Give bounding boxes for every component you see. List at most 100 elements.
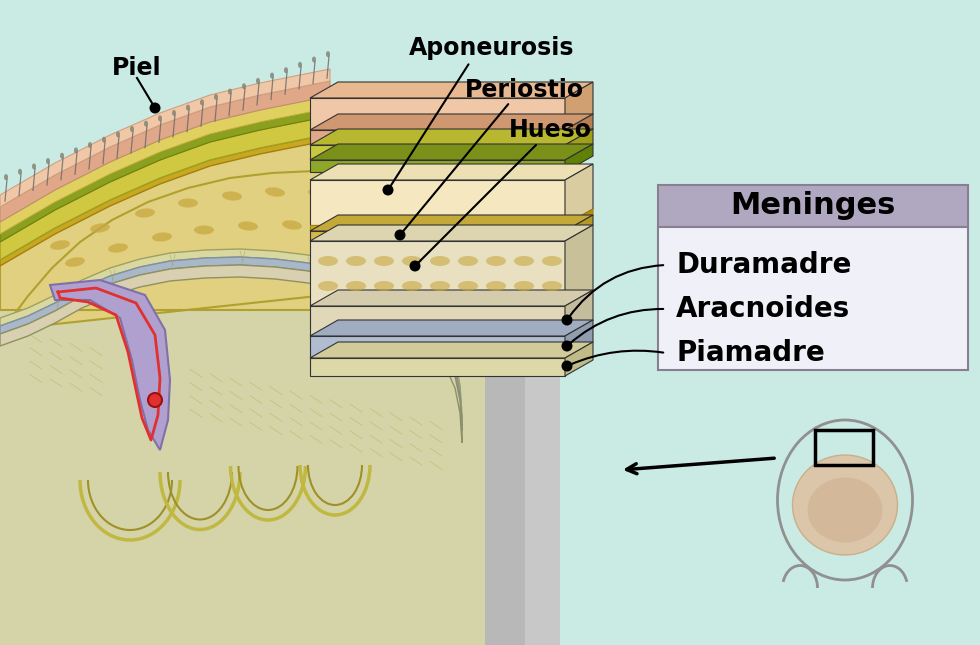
Polygon shape — [0, 69, 330, 207]
Ellipse shape — [214, 94, 218, 100]
Ellipse shape — [298, 62, 302, 68]
Polygon shape — [565, 342, 593, 376]
Ellipse shape — [284, 67, 288, 73]
Polygon shape — [0, 120, 560, 645]
Ellipse shape — [386, 201, 406, 210]
Polygon shape — [310, 160, 565, 172]
Ellipse shape — [18, 169, 22, 175]
Ellipse shape — [323, 223, 343, 232]
Polygon shape — [0, 108, 330, 242]
Ellipse shape — [265, 187, 285, 197]
Polygon shape — [310, 225, 565, 231]
Polygon shape — [565, 215, 593, 241]
Ellipse shape — [398, 241, 418, 250]
Ellipse shape — [74, 147, 78, 154]
Ellipse shape — [130, 126, 134, 132]
Ellipse shape — [430, 255, 450, 264]
Ellipse shape — [200, 99, 204, 105]
Ellipse shape — [348, 192, 368, 202]
Ellipse shape — [60, 153, 64, 159]
Polygon shape — [0, 81, 330, 222]
Ellipse shape — [420, 215, 440, 224]
Polygon shape — [50, 280, 170, 450]
Ellipse shape — [430, 281, 450, 291]
Ellipse shape — [194, 226, 214, 235]
Ellipse shape — [362, 228, 382, 237]
Bar — [658, 185, 968, 227]
Ellipse shape — [135, 208, 155, 217]
Polygon shape — [310, 231, 565, 241]
Ellipse shape — [186, 104, 190, 110]
Circle shape — [562, 315, 572, 326]
Ellipse shape — [228, 88, 232, 95]
Polygon shape — [565, 209, 593, 231]
Ellipse shape — [374, 281, 394, 291]
Circle shape — [148, 393, 162, 407]
Text: Duramadre: Duramadre — [676, 251, 852, 279]
Ellipse shape — [542, 281, 562, 291]
Ellipse shape — [242, 83, 246, 89]
Text: Piamadre: Piamadre — [676, 339, 825, 367]
Polygon shape — [310, 130, 565, 145]
Ellipse shape — [346, 256, 366, 266]
Ellipse shape — [542, 256, 562, 266]
Polygon shape — [310, 98, 565, 130]
Polygon shape — [310, 358, 565, 376]
Polygon shape — [310, 225, 593, 241]
Ellipse shape — [238, 221, 258, 230]
Polygon shape — [310, 290, 593, 306]
Ellipse shape — [318, 281, 338, 291]
Ellipse shape — [144, 121, 148, 126]
Polygon shape — [310, 164, 593, 180]
Ellipse shape — [50, 240, 70, 250]
Polygon shape — [565, 290, 593, 336]
Polygon shape — [310, 241, 565, 306]
Polygon shape — [0, 153, 485, 645]
Polygon shape — [310, 129, 593, 145]
Polygon shape — [565, 82, 593, 130]
Ellipse shape — [90, 223, 110, 233]
Text: Aracnoides: Aracnoides — [676, 295, 851, 323]
Ellipse shape — [458, 281, 478, 291]
Ellipse shape — [108, 243, 128, 253]
Ellipse shape — [270, 72, 274, 79]
Bar — [815, 430, 873, 465]
Polygon shape — [0, 265, 462, 443]
Polygon shape — [0, 249, 462, 423]
Ellipse shape — [486, 281, 506, 291]
Polygon shape — [0, 130, 330, 260]
Text: Hueso: Hueso — [509, 118, 592, 142]
Ellipse shape — [172, 110, 176, 116]
Circle shape — [150, 103, 161, 114]
Circle shape — [562, 341, 572, 352]
Polygon shape — [310, 336, 565, 358]
Ellipse shape — [46, 158, 50, 164]
Polygon shape — [310, 306, 565, 336]
Ellipse shape — [102, 137, 106, 143]
Polygon shape — [310, 320, 593, 336]
Polygon shape — [310, 114, 593, 130]
Circle shape — [395, 230, 406, 241]
Polygon shape — [0, 134, 330, 266]
Polygon shape — [0, 257, 462, 431]
Ellipse shape — [326, 51, 330, 57]
Ellipse shape — [458, 256, 478, 266]
Polygon shape — [310, 82, 593, 98]
Polygon shape — [565, 164, 593, 225]
Ellipse shape — [486, 256, 506, 266]
Ellipse shape — [256, 78, 260, 84]
Ellipse shape — [152, 232, 172, 242]
Text: Meninges: Meninges — [730, 192, 896, 221]
Bar — [658, 227, 968, 370]
Text: Piel: Piel — [112, 56, 162, 80]
Text: Periostio: Periostio — [465, 78, 583, 102]
Ellipse shape — [514, 256, 534, 266]
Ellipse shape — [88, 142, 92, 148]
Ellipse shape — [793, 455, 898, 555]
Polygon shape — [565, 129, 593, 160]
Ellipse shape — [450, 233, 470, 243]
Circle shape — [410, 261, 420, 272]
Polygon shape — [0, 138, 525, 645]
Polygon shape — [310, 145, 565, 160]
Ellipse shape — [178, 199, 198, 208]
